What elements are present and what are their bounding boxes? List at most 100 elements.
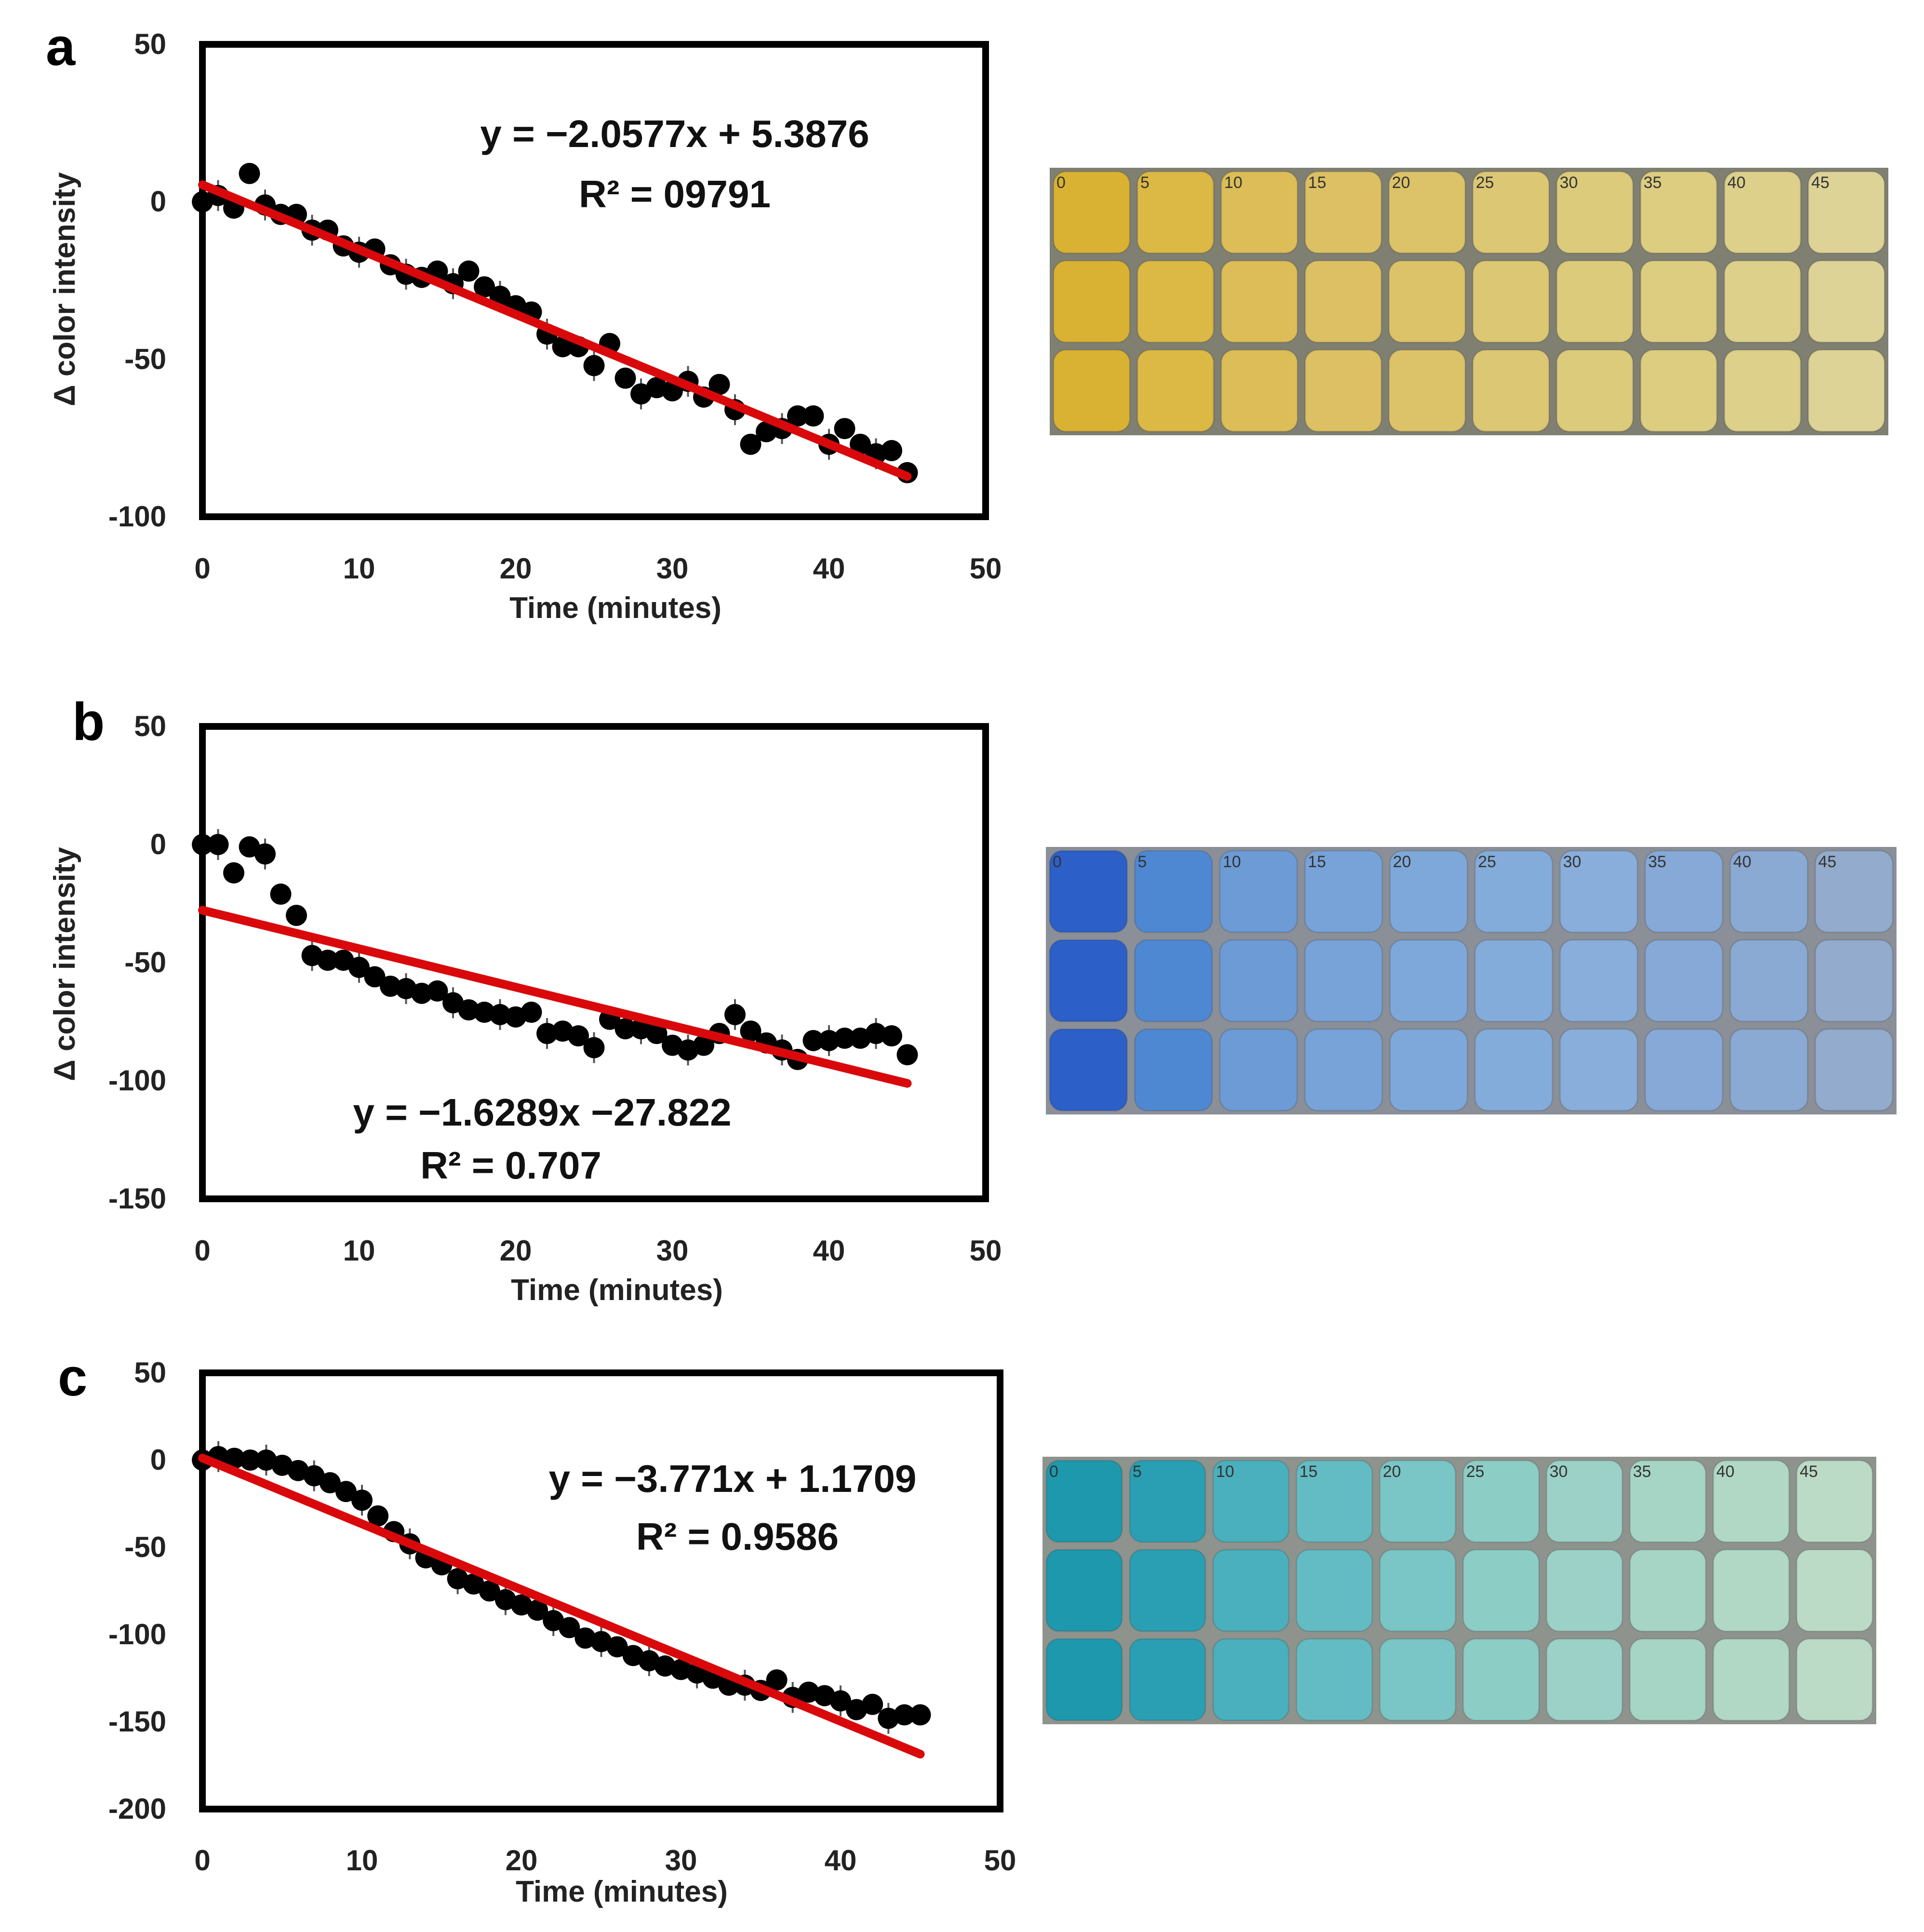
well-yellow-r0-c8 xyxy=(1724,171,1802,254)
well-blue-r2-c0 xyxy=(1049,1028,1128,1112)
y-tick-label-b-2: -50 xyxy=(124,946,166,979)
well-blue-r0-c4 xyxy=(1389,850,1468,933)
well-blue-r1-c8 xyxy=(1729,939,1808,1022)
well-teal-r0-c2 xyxy=(1212,1460,1290,1543)
well-time-label-yellow-3: 15 xyxy=(1308,174,1326,192)
well-teal-r1-c3 xyxy=(1296,1549,1373,1632)
data-point-a-39 xyxy=(802,405,824,427)
well-blue-r2-c7 xyxy=(1644,1028,1724,1112)
data-point-b-0 xyxy=(192,834,213,855)
well-yellow-r1-c3 xyxy=(1304,260,1382,343)
data-point-a-23 xyxy=(552,336,574,358)
well-time-label-blue-5: 25 xyxy=(1478,853,1496,871)
well-blue-r0-c1 xyxy=(1134,850,1213,933)
data-point-b-6 xyxy=(286,905,307,926)
well-teal-r0-c9 xyxy=(1796,1460,1873,1543)
well-blue-r2-c4 xyxy=(1389,1028,1468,1112)
well-time-label-blue-9: 45 xyxy=(1818,853,1837,871)
well-teal-r0-c0 xyxy=(1045,1460,1123,1543)
well-yellow-r1-c0 xyxy=(1053,260,1131,343)
data-point-c-40 xyxy=(830,1690,851,1712)
x-tick-label-b-4: 40 xyxy=(813,1234,845,1267)
well-teal-r0-c7 xyxy=(1629,1460,1707,1543)
y-tick-label-b-0: 50 xyxy=(134,710,166,742)
r2-a: R² = 09791 xyxy=(579,173,771,215)
well-yellow-r2-c0 xyxy=(1053,349,1131,432)
panel-a: a 500-50-100 0 10 20 30 40 50 Time (minutes) … xyxy=(46,17,1002,625)
well-teal-r1-c0 xyxy=(1045,1549,1123,1632)
data-point-c-36 xyxy=(766,1669,788,1691)
well-blue-r1-c2 xyxy=(1219,939,1298,1022)
well-time-label-teal-4: 20 xyxy=(1383,1462,1401,1481)
data-point-b-11 xyxy=(364,966,386,988)
well-blue-r2-c5 xyxy=(1474,1028,1553,1112)
y-tick-label-b-4: -150 xyxy=(108,1182,166,1215)
data-point-c-8 xyxy=(319,1472,341,1494)
data-point-a-35 xyxy=(740,433,762,455)
well-yellow-r2-c1 xyxy=(1136,349,1215,432)
well-teal-r1-c8 xyxy=(1712,1549,1790,1632)
x-tick-label-c-0: 0 xyxy=(194,1844,210,1877)
equation-c: y = −3.771x + 1.1709 xyxy=(549,1457,917,1500)
well-yellow-r2-c4 xyxy=(1388,349,1466,432)
well-teal-r1-c9 xyxy=(1796,1549,1873,1632)
data-point-b-35 xyxy=(740,1020,762,1042)
photo-blue-wells: 0 5 10 15 20 25 30 35 40 45 xyxy=(1046,847,1897,1114)
data-point-c-38 xyxy=(798,1681,819,1703)
data-point-c-11 xyxy=(367,1505,389,1527)
trendline-c xyxy=(198,1453,925,1759)
data-point-a-33 xyxy=(708,374,730,395)
data-point-a-3 xyxy=(239,162,260,184)
well-blue-r0-c6 xyxy=(1559,850,1638,933)
data-point-b-25 xyxy=(583,1037,605,1059)
data-point-b-40 xyxy=(818,1030,840,1051)
x-tick-label-b-1: 10 xyxy=(343,1234,375,1267)
data-point-c-21 xyxy=(527,1599,548,1621)
data-point-c-28 xyxy=(638,1650,660,1672)
data-point-b-41 xyxy=(834,1027,855,1049)
well-time-label-blue-6: 30 xyxy=(1563,853,1581,871)
x-ticks-c: 0 10 20 30 40 50 xyxy=(194,1844,1016,1877)
well-yellow-r1-c5 xyxy=(1472,260,1550,343)
x-tick-label-a-1: 10 xyxy=(343,552,375,585)
x-tick-label-a-3: 30 xyxy=(656,552,689,585)
well-time-label-yellow-8: 40 xyxy=(1727,174,1746,192)
well-yellow-r2-c2 xyxy=(1220,349,1298,432)
well-yellow-r1-c9 xyxy=(1807,260,1885,343)
data-point-a-38 xyxy=(787,405,808,427)
well-teal-r0-c1 xyxy=(1129,1460,1206,1543)
well-time-label-teal-7: 35 xyxy=(1633,1462,1651,1481)
data-point-b-22 xyxy=(536,1023,558,1044)
data-points-b xyxy=(192,829,918,1070)
data-point-a-25 xyxy=(583,355,605,376)
data-point-b-2 xyxy=(223,862,244,884)
well-teal-r0-c6 xyxy=(1546,1460,1623,1543)
well-teal-r0-c3 xyxy=(1296,1460,1373,1543)
x-axis-label-a: Time (minutes) xyxy=(509,591,722,625)
well-yellow-r2-c8 xyxy=(1724,349,1802,432)
x-tick-label-b-3: 30 xyxy=(656,1234,689,1267)
data-point-b-44 xyxy=(881,1025,902,1046)
well-teal-r2-c6 xyxy=(1546,1638,1623,1721)
x-axis-label-c: Time (minutes) xyxy=(516,1875,728,1908)
well-yellow-r0-c7 xyxy=(1640,171,1718,254)
x-tick-label-a-2: 20 xyxy=(500,552,532,585)
well-teal-r0-c4 xyxy=(1379,1460,1456,1543)
data-point-c-25 xyxy=(590,1631,612,1652)
well-time-label-blue-0: 0 xyxy=(1053,853,1062,871)
data-point-c-44 xyxy=(894,1704,915,1726)
well-yellow-r0-c2 xyxy=(1220,171,1298,254)
data-point-a-44 xyxy=(881,440,902,461)
well-blue-r1-c1 xyxy=(1134,939,1213,1022)
well-time-label-yellow-0: 0 xyxy=(1056,174,1066,192)
data-point-c-41 xyxy=(846,1699,868,1720)
data-point-c-42 xyxy=(862,1693,883,1715)
well-teal-r1-c4 xyxy=(1379,1549,1456,1632)
well-blue-r1-c4 xyxy=(1389,939,1468,1022)
well-yellow-r1-c6 xyxy=(1556,260,1634,343)
well-yellow-r2-c5 xyxy=(1472,349,1550,432)
plot-frame-b xyxy=(199,723,989,1202)
y-tick-label-a-3: -100 xyxy=(108,500,166,533)
well-yellow-r1-c8 xyxy=(1724,260,1802,343)
data-point-c-17 xyxy=(463,1573,484,1595)
